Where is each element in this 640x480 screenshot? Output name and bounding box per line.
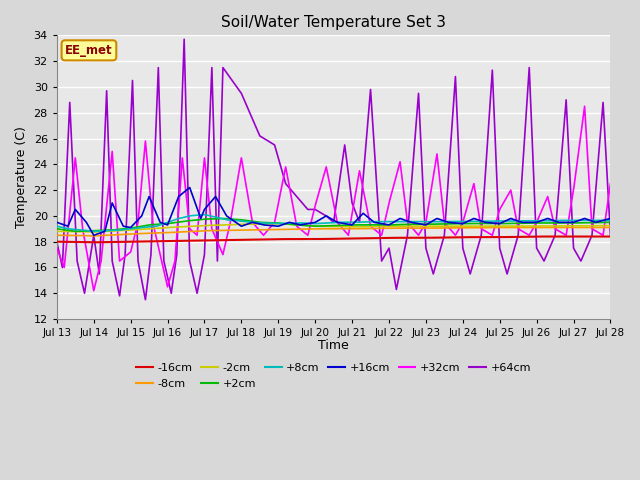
Text: EE_met: EE_met: [65, 44, 113, 57]
Title: Soil/Water Temperature Set 3: Soil/Water Temperature Set 3: [221, 15, 446, 30]
X-axis label: Time: Time: [318, 339, 349, 352]
Y-axis label: Temperature (C): Temperature (C): [15, 126, 28, 228]
Legend: -16cm, -8cm, -2cm, +2cm, +8cm, +16cm, +32cm, +64cm: -16cm, -8cm, -2cm, +2cm, +8cm, +16cm, +3…: [132, 359, 535, 393]
